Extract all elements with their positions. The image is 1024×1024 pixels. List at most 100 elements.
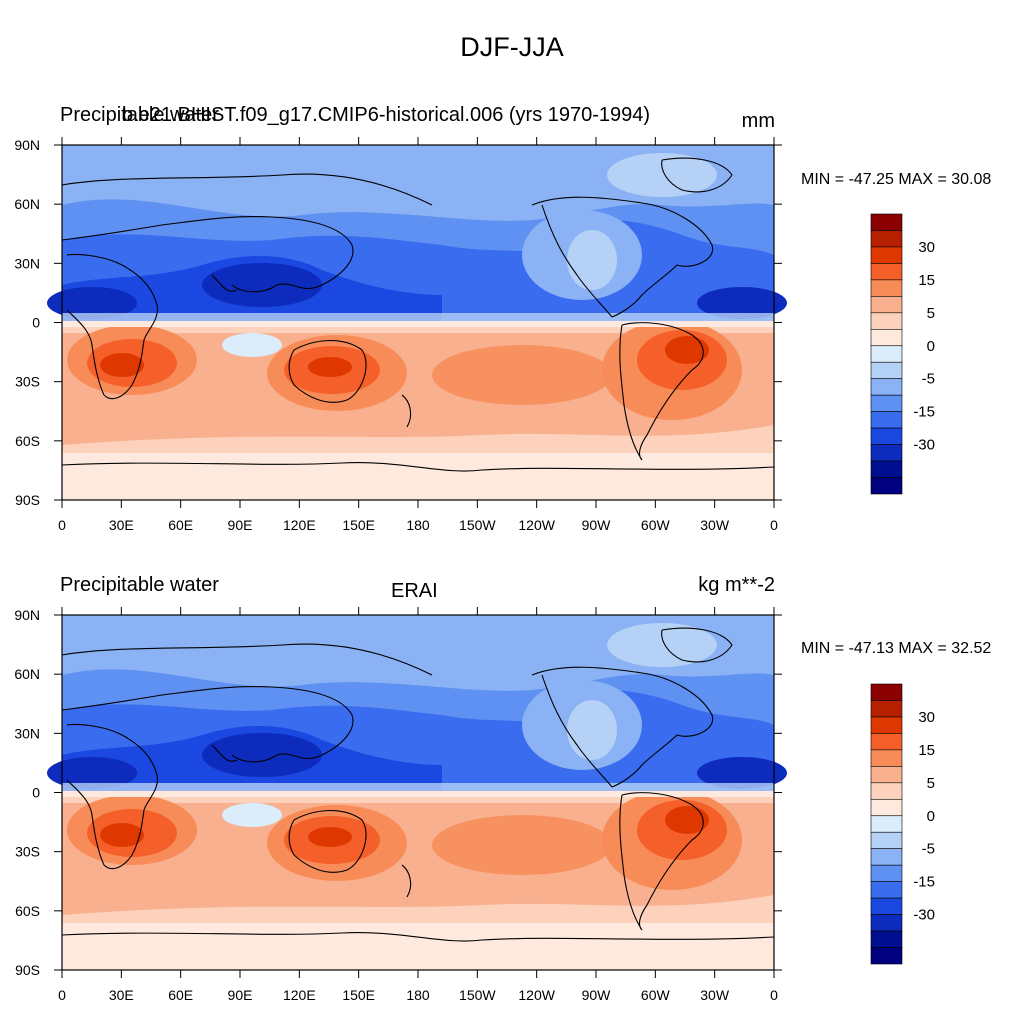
- x-tick-label: 150E: [342, 987, 375, 1003]
- panel1-case-label: b.e21.BHIST.f09_g17.CMIP6-historical.006…: [122, 104, 651, 126]
- x-tick-label: 0: [58, 517, 66, 533]
- x-tick-label: 0: [770, 987, 778, 1003]
- colorbar-swatch: [870, 312, 903, 330]
- colorbar-swatch: [870, 345, 903, 363]
- colorbar-swatch: [870, 394, 903, 412]
- colorbar-swatch: [870, 444, 903, 462]
- colorbar-swatch: [870, 477, 903, 495]
- y-tick-label: 0: [32, 785, 40, 801]
- panel2-axes: 0 30E 60E 90E 120E 150E 180 150W 120W 90W 60W 30W 0 9…: [14, 607, 782, 1003]
- colorbar-swatch: [870, 279, 903, 297]
- colorbar-label: -5: [922, 371, 935, 388]
- y-tick-label: 30S: [15, 374, 40, 390]
- colorbar-swatch: [870, 798, 903, 817]
- colorbar-swatch: [870, 782, 903, 800]
- panel1-map: [47, 144, 787, 501]
- colorbar-swatch: [870, 230, 903, 248]
- panel2-map: [47, 614, 787, 971]
- colorbar-label: 30: [918, 709, 935, 726]
- y-tick-label: 30S: [15, 844, 40, 860]
- colorbar-swatch: [870, 716, 903, 734]
- colorbar-label: 15: [918, 742, 935, 759]
- x-tick-label: 60E: [168, 517, 193, 533]
- panel1-axes: 0 30E 60E 90E 120E 150E 180 150W 120W 90W 60W 30W 0 9…: [14, 137, 782, 533]
- x-tick-label: 180: [406, 987, 430, 1003]
- x-tick-label: 60E: [168, 987, 193, 1003]
- colorbar-label: -15: [913, 404, 935, 421]
- y-tick-label: 90N: [14, 137, 40, 153]
- x-tick-label: 30W: [700, 517, 730, 533]
- colorbar-label: 5: [927, 775, 935, 792]
- y-tick-label: 60S: [15, 903, 40, 919]
- x-tick-label: 30E: [109, 987, 134, 1003]
- y-tick-label: 60N: [14, 666, 40, 682]
- colorbar-label: 30: [918, 239, 935, 256]
- colorbar-label: 0: [927, 338, 935, 355]
- x-tick-label: 180: [406, 517, 430, 533]
- panel2-minmax-label: MIN = -47.13 MAX = 32.52: [801, 640, 992, 657]
- x-tick-label: 120W: [518, 517, 555, 533]
- colorbar-swatch: [870, 864, 903, 882]
- x-tick-label: 150W: [459, 987, 496, 1003]
- y-tick-label: 90S: [15, 962, 40, 978]
- colorbar-label: 5: [927, 305, 935, 322]
- colorbar-swatch: [870, 328, 903, 347]
- colorbar-swatch: [870, 246, 903, 264]
- figure-title: DJF-JJA: [460, 32, 564, 62]
- panel1-variable-label: Precipitable water: [60, 104, 219, 126]
- x-tick-label: 30E: [109, 517, 134, 533]
- panel1-colorbar: 30 15 5 0 -5 -15 -30: [870, 213, 935, 495]
- colorbar-swatch: [870, 213, 903, 231]
- y-tick-label: 60N: [14, 196, 40, 212]
- x-tick-label: 90E: [228, 517, 253, 533]
- x-tick-label: 150W: [459, 517, 496, 533]
- colorbar-swatch: [870, 749, 903, 767]
- x-tick-label: 0: [770, 517, 778, 533]
- colorbar-label: -30: [913, 437, 935, 454]
- x-tick-label: 90E: [228, 987, 253, 1003]
- colorbar-swatch: [870, 897, 903, 915]
- x-tick-label: 150E: [342, 517, 375, 533]
- colorbar-swatch: [870, 914, 903, 932]
- y-tick-label: 90S: [15, 492, 40, 508]
- panel2-colorbar: 30 15 5 0 -5 -15 -30: [870, 683, 935, 965]
- colorbar-swatch: [870, 930, 903, 948]
- colorbar-swatch: [870, 766, 903, 784]
- x-tick-label: 90W: [582, 987, 612, 1003]
- colorbar-swatch: [870, 815, 903, 833]
- colorbar-swatch: [870, 361, 903, 380]
- panel2-variable-label: Precipitable water: [60, 574, 219, 596]
- panel1-units-label: mm: [741, 110, 775, 132]
- colorbar-swatch: [870, 733, 903, 751]
- colorbar-label: 15: [918, 272, 935, 289]
- colorbar-swatch: [870, 378, 903, 396]
- panel2-units-label: kg m**-2: [698, 574, 775, 596]
- x-tick-label: 120E: [283, 517, 316, 533]
- x-tick-label: 120W: [518, 987, 555, 1003]
- colorbar-label: -30: [913, 907, 935, 924]
- colorbar-label: -15: [913, 874, 935, 891]
- colorbar-swatch: [870, 881, 903, 899]
- colorbar-swatch: [870, 427, 903, 445]
- x-tick-label: 0: [58, 987, 66, 1003]
- panel1-minmax-label: MIN = -47.25 MAX = 30.08: [801, 171, 992, 188]
- colorbar-swatch: [870, 848, 903, 866]
- colorbar-swatch: [870, 296, 903, 314]
- colorbar-swatch: [870, 700, 903, 718]
- y-tick-label: 0: [32, 315, 40, 331]
- colorbar-swatch: [870, 411, 903, 429]
- x-tick-label: 90W: [582, 517, 612, 533]
- x-tick-label: 60W: [641, 987, 671, 1003]
- y-tick-label: 90N: [14, 607, 40, 623]
- colorbar-swatch: [870, 263, 903, 281]
- y-tick-label: 30N: [14, 725, 40, 741]
- colorbar-swatch: [870, 947, 903, 965]
- colorbar-swatch: [870, 460, 903, 478]
- x-tick-label: 60W: [641, 517, 671, 533]
- x-tick-label: 120E: [283, 987, 316, 1003]
- colorbar-swatch: [870, 831, 903, 850]
- y-tick-label: 60S: [15, 433, 40, 449]
- colorbar-swatch: [870, 683, 903, 701]
- x-tick-label: 30W: [700, 987, 730, 1003]
